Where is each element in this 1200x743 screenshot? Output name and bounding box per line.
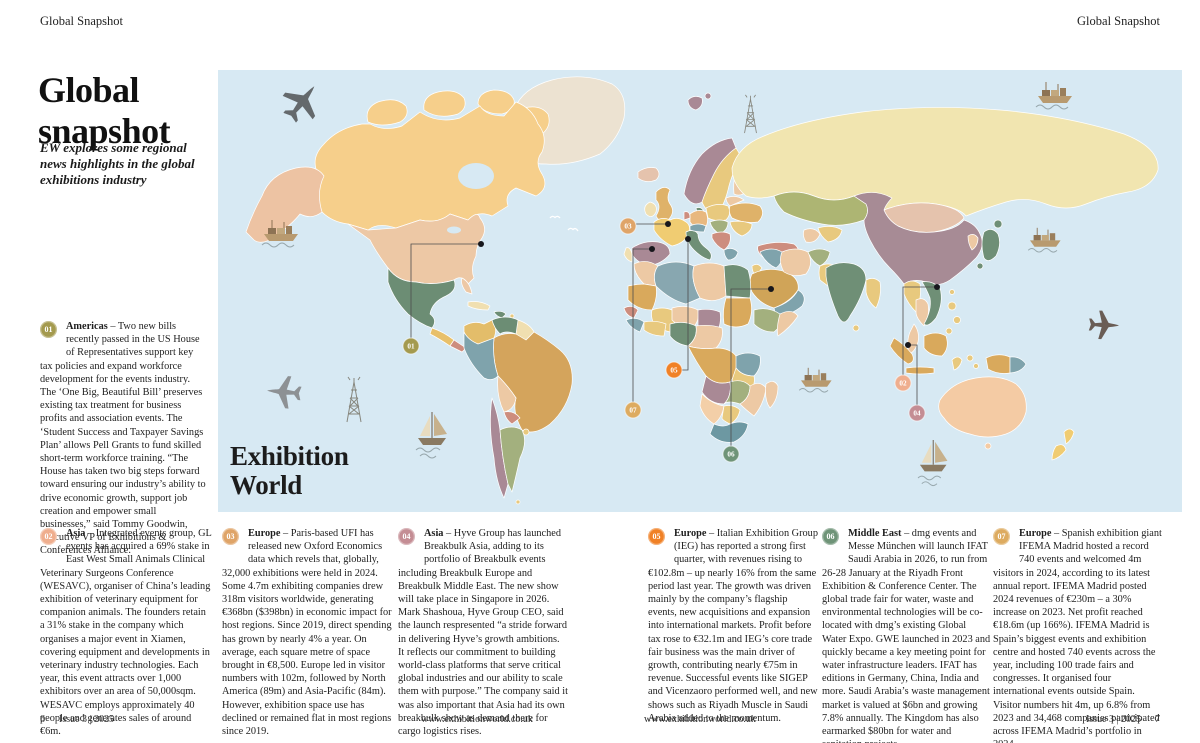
marker-leader-line-07	[632, 248, 652, 402]
page-number-left: 6	[40, 714, 45, 725]
map-marker-label-03: 03	[624, 223, 632, 231]
cargo-ship-icon	[1027, 227, 1061, 253]
map-marker-label-01: 01	[407, 343, 415, 351]
brand-line-2: World	[230, 470, 303, 500]
brand-wordmark: Exhibition World	[230, 442, 349, 500]
map-marker-07	[624, 401, 642, 419]
map-icons	[261, 82, 1119, 487]
map-marker-label-04: 04	[913, 410, 921, 418]
world-map: 01 02 03 04 05 06 07 Exhibition World	[218, 70, 1182, 512]
item-number-badge: 07	[993, 528, 1010, 545]
map-marker-06	[722, 445, 740, 463]
marker-location-dot-05	[685, 236, 691, 242]
seagull-icon	[549, 215, 561, 219]
news-item-03: 03 Europe – Paris-based UFI has released …	[222, 527, 392, 738]
airplane-icon	[267, 376, 302, 409]
item-region: Europe	[1019, 528, 1052, 539]
airplane-icon	[1088, 310, 1119, 340]
footer-url-right: www.exhibitionworld.co.uk	[644, 714, 756, 725]
marker-leader-line-02	[902, 286, 937, 375]
map-inland-seas	[447, 163, 796, 240]
item-region: Europe	[248, 528, 281, 539]
marker-leader-line-05	[682, 239, 689, 371]
cargo-ship-icon	[798, 367, 832, 393]
news-item-07: 07 Europe – Spanish exhibition giant IFEM…	[993, 527, 1163, 743]
marker-leader-line-01	[410, 243, 481, 338]
item-region: Europe	[674, 528, 707, 539]
map-marker-label-06: 06	[727, 451, 735, 459]
map-marker-03	[619, 217, 637, 235]
sailboat-icon	[415, 412, 447, 459]
news-item-04: 04 Asia – Hyve Group has launched Breakbu…	[398, 527, 568, 738]
item-body: – Hyve Group has launched Breakbulk Asia…	[398, 528, 568, 738]
marker-location-dot-06	[768, 286, 774, 292]
item-number-badge: 01	[40, 321, 57, 338]
item-region: Asia	[424, 528, 444, 539]
item-region: Americas	[66, 321, 108, 332]
item-number-badge: 02	[40, 528, 57, 545]
footer-url-left: www.exhibitionworld.co.uk	[421, 714, 533, 725]
map-marker-01	[402, 337, 420, 355]
sailboat-icon	[917, 440, 948, 487]
map-marker-05	[665, 361, 683, 379]
running-head-left: Global Snapshot	[40, 14, 123, 28]
page-title: Global snapshot	[38, 70, 171, 152]
map-marker-label-05: 05	[670, 367, 678, 375]
footer-left: 6 Issue 3 | 2025	[40, 714, 114, 725]
item-body: – Spanish exhibition giant IFEMA Madrid …	[993, 528, 1162, 743]
brand-line-1: Exhibition	[230, 441, 349, 471]
item-body: – Integrated events group, GL events has…	[40, 528, 212, 738]
item-body: – Two new bills recently passed in the U…	[40, 321, 206, 557]
issue-label-left: Issue 3 | 2025	[59, 714, 115, 725]
item-number-badge: 06	[822, 528, 839, 545]
airplane-icon	[282, 86, 316, 123]
news-item-02: 02 Asia – Integrated events group, GL eve…	[40, 527, 212, 738]
title-line-1: Global	[38, 70, 140, 110]
marker-location-dot-04	[905, 342, 911, 348]
footer-right: Issue 3 | 2025 7	[1086, 714, 1160, 725]
cargo-ship-icon	[261, 220, 298, 248]
item-region: Middle East	[848, 528, 902, 539]
item-region: Asia	[66, 528, 86, 539]
page-number-right: 7	[1155, 714, 1160, 725]
news-item-01: 01 Americas – Two new bills recently pass…	[40, 320, 208, 558]
page-subtitle: EW explores some regional news highlight…	[40, 140, 208, 188]
world-map-svg: 01 02 03 04 05 06 07	[218, 70, 1182, 512]
marker-location-dot-01	[478, 241, 484, 247]
map-marker-label-02: 02	[899, 380, 907, 388]
news-item-05: 05 Europe – Italian Exhibition Group (IEG…	[648, 527, 818, 725]
item-number-badge: 05	[648, 528, 665, 545]
running-head-right: Global Snapshot	[1077, 14, 1160, 28]
map-marker-02	[894, 374, 912, 392]
cargo-ship-icon	[1035, 82, 1072, 110]
map-markers: 01 02 03 04 05 06 07	[402, 217, 940, 463]
map-marker-label-07: 07	[629, 407, 637, 415]
item-number-badge: 04	[398, 528, 415, 545]
map-countries	[245, 76, 1159, 505]
title-line-2: snapshot	[38, 111, 171, 151]
marker-leader-line-06	[730, 288, 771, 446]
item-body: – Paris-based UFI has released new Oxfor…	[222, 528, 392, 738]
marker-location-dot-07	[649, 246, 655, 252]
marker-location-dot-03	[665, 221, 671, 227]
electricity-pylon-icon	[744, 94, 757, 134]
map-marker-04	[908, 404, 926, 422]
subtitle-text: explores some regional news highlights i…	[40, 140, 195, 187]
item-number-badge: 03	[222, 528, 239, 545]
subtitle-publication-name: EW	[40, 140, 60, 155]
electricity-pylon-icon	[346, 376, 362, 423]
news-item-06: 06 Middle East – dmg events and Messe Mün…	[822, 527, 992, 743]
item-body: – Italian Exhibition Group (IEG) has rep…	[648, 528, 818, 724]
marker-location-dot-02	[934, 284, 940, 290]
item-body: – dmg events and Messe München will laun…	[822, 528, 991, 743]
seagull-icon	[567, 227, 579, 232]
issue-label-right: Issue 3 | 2025	[1085, 714, 1141, 725]
